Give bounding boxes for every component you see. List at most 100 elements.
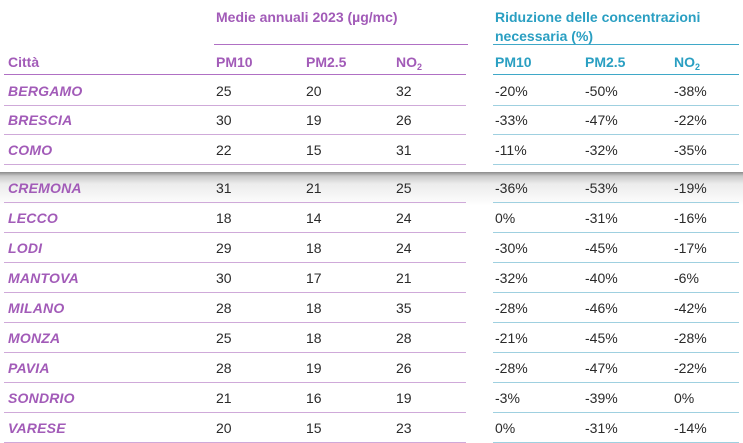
row-divider-right (493, 164, 739, 165)
cell-pm25-reduction: -47% (585, 360, 618, 376)
cell-pm25-annual: 15 (306, 420, 322, 436)
cell-no2-annual: 28 (396, 330, 412, 346)
cell-no2-annual: 23 (396, 420, 412, 436)
cell-pm10-annual: 28 (216, 360, 232, 376)
table-row: MANTOVA 30 17 21 -32% -40% -6% (0, 263, 743, 293)
cell-pm25-reduction: -45% (585, 330, 618, 346)
row-divider-left (4, 262, 466, 263)
cell-no2-reduction: -42% (674, 300, 707, 316)
cell-pm10-annual: 18 (216, 210, 232, 226)
table-row: LODI 29 18 24 -30% -45% -17% (0, 233, 743, 263)
city-name: MANTOVA (8, 270, 79, 286)
row-divider-left (4, 352, 466, 353)
cell-no2-reduction: -22% (674, 112, 707, 128)
cell-pm10-reduction: -36% (495, 180, 528, 196)
table-row: BRESCIA 30 19 26 -33% -47% -22% (0, 105, 743, 135)
cell-pm25-reduction: -39% (585, 390, 618, 406)
cell-pm10-annual: 30 (216, 112, 232, 128)
column-header-pm10-reduction: PM10 (495, 54, 532, 70)
column-header-pm25-reduction: PM2.5 (585, 54, 626, 70)
cell-pm10-annual: 30 (216, 270, 232, 286)
row-divider-left (4, 202, 466, 203)
table-row: VARESE 20 15 23 0% -31% -14% (0, 413, 743, 443)
column-header-no2-reduction: NO2 (674, 54, 701, 72)
cell-no2-reduction: -19% (674, 180, 707, 196)
cell-no2-annual: 31 (396, 142, 412, 158)
cell-pm10-reduction: -20% (495, 83, 528, 99)
cell-no2-reduction: -14% (674, 420, 707, 436)
row-divider-left (4, 382, 466, 383)
row-divider-left (4, 232, 466, 233)
city-name: VARESE (8, 420, 66, 436)
cell-no2-reduction: -16% (674, 210, 707, 226)
cell-no2-annual: 24 (396, 240, 412, 256)
city-name: PAVIA (8, 360, 50, 376)
column-header-pm25-annual: PM2.5 (306, 54, 347, 70)
row-divider-left (4, 292, 466, 293)
row-divider-right (493, 382, 739, 383)
table-row: BERGAMO 25 20 32 -20% -50% -38% (0, 76, 743, 106)
cell-no2-annual: 19 (396, 390, 412, 406)
city-name: MILANO (8, 300, 65, 316)
cell-no2-reduction: -22% (674, 360, 707, 376)
divider-reduction-top (493, 44, 739, 45)
cell-pm25-reduction: -50% (585, 83, 618, 99)
cell-pm25-reduction: -40% (585, 270, 618, 286)
cell-pm25-reduction: -32% (585, 142, 618, 158)
city-name: LECCO (8, 210, 58, 226)
table-row: MILANO 28 18 35 -28% -46% -42% (0, 293, 743, 323)
cell-pm10-reduction: -32% (495, 270, 528, 286)
city-name: COMO (8, 142, 53, 158)
cell-pm10-annual: 29 (216, 240, 232, 256)
row-divider-right (493, 292, 739, 293)
city-name: LODI (8, 240, 43, 256)
city-name: CREMONA (8, 180, 82, 196)
cell-no2-reduction: -28% (674, 330, 707, 346)
cell-pm25-reduction: -46% (585, 300, 618, 316)
cell-pm25-annual: 18 (306, 240, 322, 256)
row-divider-right (493, 412, 739, 413)
page-fold-shadow (0, 172, 743, 206)
cell-no2-annual: 35 (396, 300, 412, 316)
cell-no2-annual: 32 (396, 83, 412, 99)
column-header-pm10-annual: PM10 (216, 54, 253, 70)
cell-pm10-annual: 31 (216, 180, 232, 196)
cell-pm10-annual: 25 (216, 330, 232, 346)
cell-pm25-reduction: -45% (585, 240, 618, 256)
cell-pm25-annual: 21 (306, 180, 322, 196)
divider-header-left (4, 74, 466, 75)
cell-no2-reduction: -17% (674, 240, 707, 256)
row-divider-left (4, 105, 466, 106)
cell-pm10-annual: 25 (216, 83, 232, 99)
cell-pm10-annual: 28 (216, 300, 232, 316)
cell-no2-annual: 26 (396, 112, 412, 128)
table-row: CREMONA 31 21 25 -36% -53% -19% (0, 173, 743, 203)
column-header-city: Città (8, 54, 40, 70)
cell-pm25-reduction: -31% (585, 210, 618, 226)
cell-pm10-reduction: -3% (495, 390, 520, 406)
cell-pm10-reduction: -28% (495, 360, 528, 376)
row-divider-right (493, 134, 739, 135)
cell-pm25-annual: 14 (306, 210, 322, 226)
cell-pm25-reduction: -53% (585, 180, 618, 196)
row-divider-right (493, 262, 739, 263)
city-name: BRESCIA (8, 112, 73, 128)
cell-no2-reduction: 0% (674, 390, 695, 406)
city-name: BERGAMO (8, 83, 83, 99)
group-title-annual-averages: Medie annuali 2023 (µg/mc) (216, 9, 398, 25)
row-divider-left (4, 134, 466, 135)
city-name: MONZA (8, 330, 61, 346)
row-divider-right (493, 322, 739, 323)
cell-pm25-annual: 20 (306, 83, 322, 99)
table-row: MONZA 25 18 28 -21% -45% -28% (0, 323, 743, 353)
cell-pm25-annual: 16 (306, 390, 322, 406)
divider-header-right (493, 74, 739, 75)
cell-no2-reduction: -35% (674, 142, 707, 158)
cell-pm10-annual: 20 (216, 420, 232, 436)
row-divider-right (493, 352, 739, 353)
cell-no2-reduction: -38% (674, 83, 707, 99)
table-row: PAVIA 28 19 26 -28% -47% -22% (0, 353, 743, 383)
table-header-row: Città PM10 PM2.5 NO2 PM10 PM2.5 NO2 (0, 52, 743, 72)
row-divider-left (4, 412, 466, 413)
cell-pm10-reduction: -11% (495, 142, 527, 158)
